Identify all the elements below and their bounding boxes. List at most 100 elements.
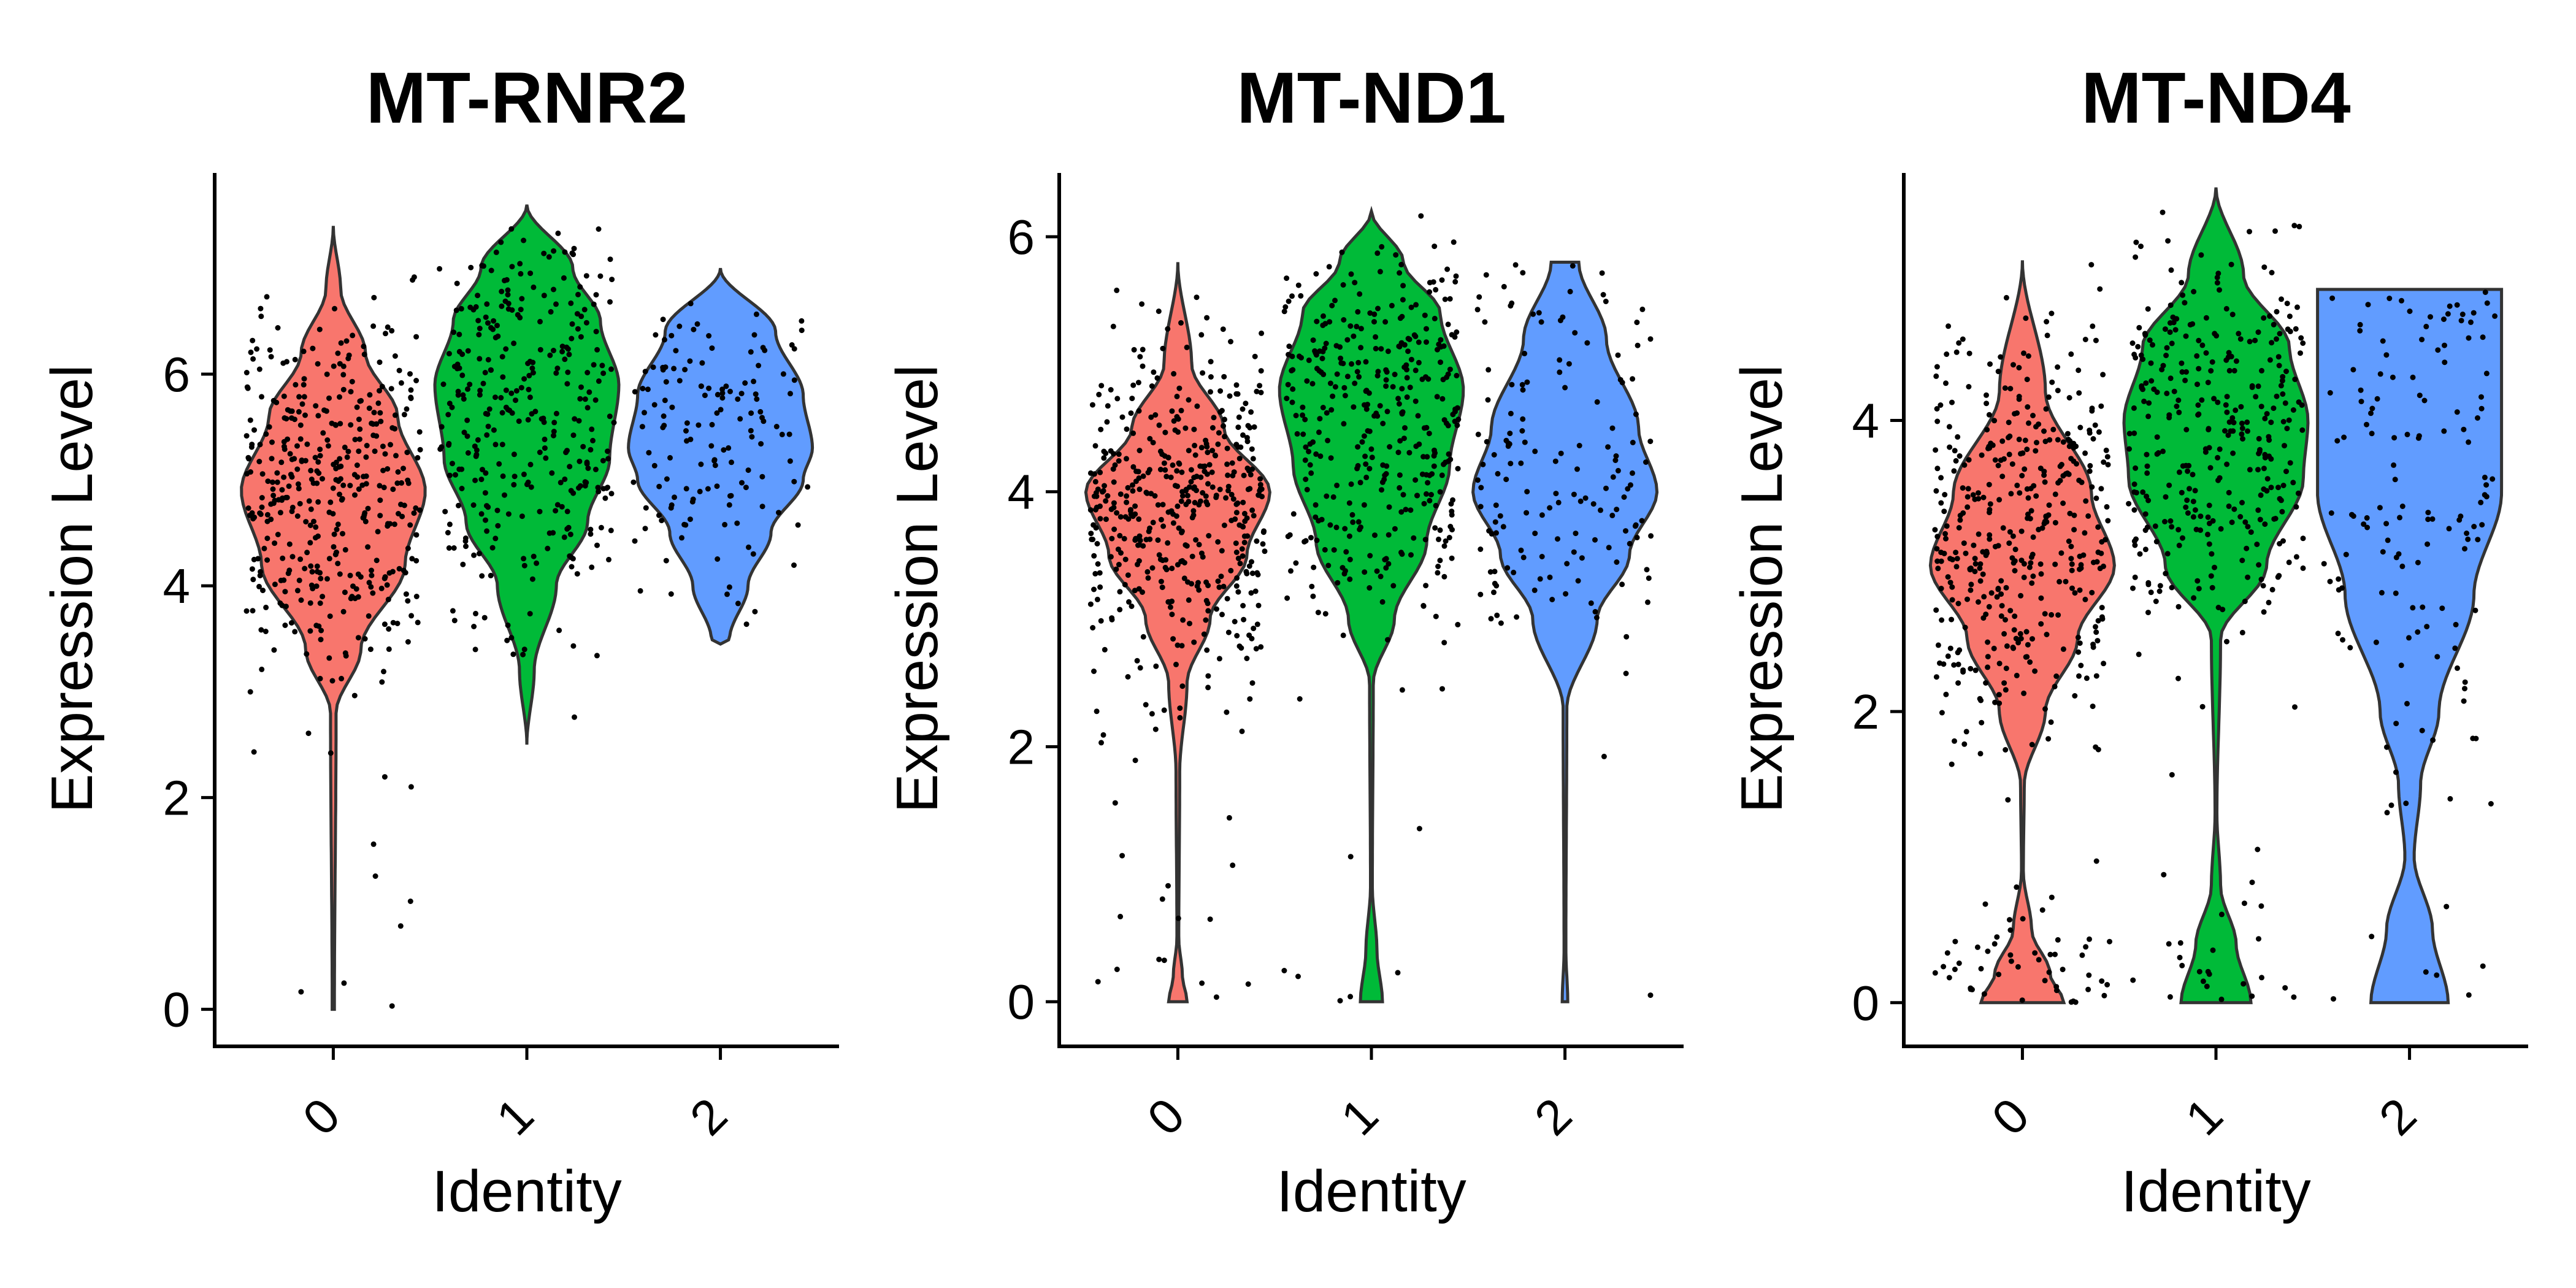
data-point — [2169, 772, 2175, 778]
data-point — [245, 505, 251, 511]
data-point — [520, 651, 526, 657]
data-point — [2242, 599, 2248, 604]
data-point — [1582, 495, 1589, 501]
data-point — [1333, 343, 1340, 349]
data-point — [1300, 404, 1306, 410]
data-point — [1373, 345, 1379, 351]
data-point — [1524, 489, 1530, 495]
data-point — [2089, 405, 2095, 412]
data-point — [1136, 475, 1142, 481]
data-point — [315, 459, 321, 465]
data-point — [588, 526, 594, 532]
data-point — [2257, 447, 2263, 453]
data-point — [471, 552, 477, 558]
data-point — [355, 474, 361, 480]
data-point — [1204, 471, 1210, 477]
data-point — [1478, 504, 1484, 510]
data-point — [2153, 599, 2159, 604]
data-point — [1623, 528, 1628, 534]
data-point — [1970, 492, 1976, 498]
data-point — [642, 369, 648, 375]
data-point — [1193, 537, 1199, 543]
data-point — [1590, 501, 1597, 507]
data-point — [459, 486, 465, 491]
data-point — [511, 340, 517, 347]
data-point — [1455, 621, 1461, 627]
data-point — [2145, 581, 2152, 588]
data-point — [1445, 458, 1451, 464]
data-point — [564, 381, 570, 387]
data-point — [348, 422, 354, 428]
data-point — [2006, 540, 2012, 546]
data-point — [743, 621, 749, 627]
data-point — [1236, 414, 1242, 420]
data-point — [662, 364, 669, 370]
data-point — [2466, 335, 2472, 341]
data-point — [1235, 555, 1241, 561]
data-point — [2386, 296, 2393, 301]
data-point — [1324, 493, 1330, 499]
data-point — [1374, 373, 1381, 379]
data-point — [541, 250, 547, 256]
data-point — [1441, 573, 1447, 580]
data-point — [1999, 603, 2005, 609]
data-point — [2099, 605, 2105, 611]
data-point — [1972, 569, 1978, 575]
data-point — [2277, 496, 2283, 502]
data-point — [2253, 394, 2259, 400]
data-point — [1501, 283, 1507, 289]
data-point — [1949, 399, 1955, 405]
data-point — [2415, 559, 2421, 565]
data-point — [753, 391, 759, 397]
data-point — [1389, 302, 1395, 309]
data-point — [2060, 967, 2066, 973]
data-point — [2049, 894, 2055, 900]
data-point — [1184, 493, 1190, 499]
data-point — [369, 567, 374, 573]
data-point — [2204, 983, 2210, 989]
data-point — [377, 359, 383, 366]
data-point — [315, 499, 321, 505]
data-point — [1348, 481, 1354, 487]
data-point — [2215, 454, 2221, 461]
data-point — [392, 412, 398, 418]
data-point — [2267, 313, 2273, 319]
data-point — [1944, 523, 1950, 529]
data-point — [2241, 981, 2247, 987]
data-point — [2183, 333, 2189, 339]
data-point — [459, 372, 466, 378]
data-point — [1960, 336, 1966, 342]
data-point — [631, 479, 637, 485]
data-point — [2144, 470, 2150, 476]
data-point — [255, 556, 261, 562]
data-point — [1474, 307, 1481, 313]
data-point — [1249, 446, 1255, 452]
data-point — [1979, 719, 1985, 726]
data-point — [773, 424, 780, 429]
data-point — [527, 270, 534, 277]
data-point — [1492, 569, 1498, 575]
data-point — [2206, 426, 2212, 432]
data-point — [554, 366, 561, 371]
data-point — [526, 386, 532, 393]
data-point — [1306, 448, 1312, 454]
data-point — [1610, 474, 1616, 480]
data-point — [1343, 549, 1349, 555]
data-point — [2205, 514, 2211, 520]
data-point — [331, 363, 337, 369]
data-point — [1357, 480, 1363, 486]
data-point — [570, 643, 577, 649]
data-point — [1154, 375, 1160, 381]
data-point — [2249, 384, 2255, 390]
data-point — [1365, 402, 1371, 407]
data-point — [2075, 634, 2081, 640]
data-point — [1148, 491, 1154, 497]
data-point — [1215, 441, 1221, 447]
data-point — [1614, 559, 1620, 565]
data-point — [317, 675, 323, 681]
data-point — [1566, 361, 1572, 367]
data-point — [267, 347, 273, 353]
data-point — [1646, 575, 1652, 581]
data-point — [1108, 554, 1114, 560]
data-point — [2277, 541, 2283, 546]
